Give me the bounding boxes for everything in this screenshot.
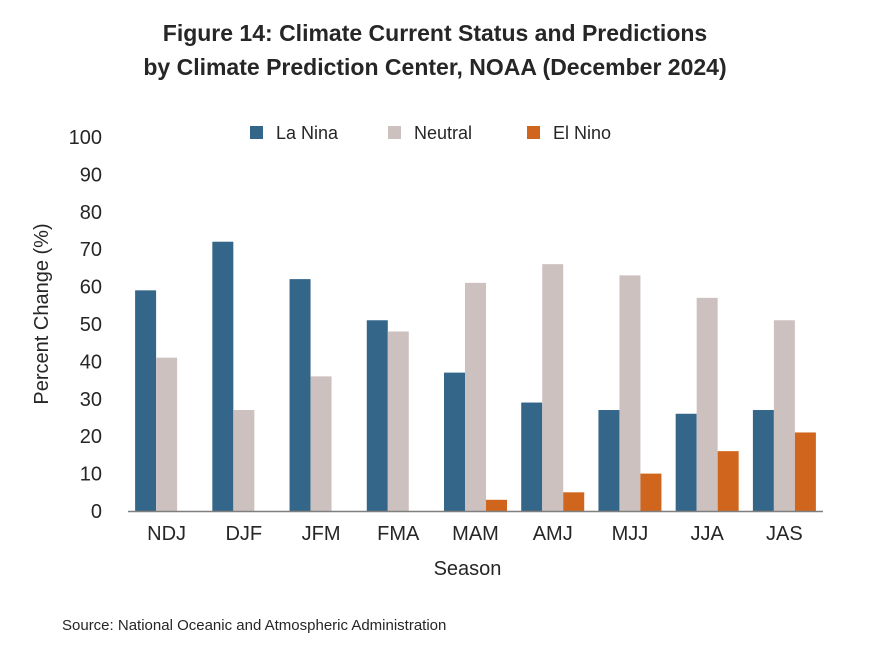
bar-la-nina — [289, 279, 311, 511]
bar-la-nina — [444, 372, 465, 511]
x-tick-label: AMJ — [533, 523, 573, 545]
bar-el-nino — [794, 432, 816, 511]
y-tick-label: 100 — [69, 127, 102, 149]
source-note: Source: National Oceanic and Atmospheric… — [62, 617, 447, 634]
bar-el-nino — [563, 492, 585, 511]
bar-neutral — [619, 275, 641, 511]
bar-la-nina — [752, 410, 774, 511]
bar-el-nino — [486, 499, 507, 511]
legend-label: Neutral — [414, 123, 472, 143]
y-tick-label: 60 — [80, 277, 102, 299]
chart-title-line-1: Figure 14: Climate Current Status and Pr… — [162, 20, 708, 46]
bar-la-nina — [366, 320, 388, 511]
bar-la-nina — [598, 410, 620, 511]
y-tick-label: 90 — [80, 164, 102, 186]
legend-label: La Nina — [276, 123, 339, 143]
legend-swatch — [388, 126, 401, 139]
bar-neutral — [696, 297, 718, 511]
bar-la-nina — [521, 402, 543, 511]
chart-title-line-2: by Climate Prediction Center, NOAA (Dece… — [143, 54, 727, 80]
x-tick-label: JFM — [302, 523, 341, 545]
y-tick-label: 10 — [80, 464, 102, 486]
bar-chart: 0 10 20 30 40 50 60 70 80 90 100 Percent Change (%)… — [31, 123, 823, 580]
y-tick-label: 30 — [80, 389, 102, 411]
x-tick-label: MAM — [452, 523, 499, 545]
bar-neutral — [156, 357, 178, 511]
bar-el-nino — [640, 473, 662, 511]
bar-la-nina — [675, 413, 697, 511]
bar-neutral — [233, 410, 255, 511]
y-tick-label: 20 — [80, 426, 102, 448]
y-tick-label: 0 — [91, 501, 102, 523]
bar-neutral — [773, 320, 795, 511]
x-tick-label: JAS — [766, 523, 803, 545]
x-tick-label: JJA — [690, 523, 724, 545]
legend-swatch — [527, 126, 540, 139]
y-tick-label: 80 — [80, 202, 102, 224]
chart-title: Figure 14: Climate Current Status and Pr… — [0, 16, 870, 84]
y-tick-label: 70 — [80, 239, 102, 261]
x-axis-label: Season — [434, 558, 502, 580]
x-tick-label: FMA — [377, 523, 420, 545]
bar-neutral — [387, 331, 409, 511]
y-axis-label: Percent Change (%) — [31, 223, 53, 404]
y-tick-label: 50 — [80, 314, 102, 336]
bar-el-nino — [717, 451, 739, 511]
bar-neutral — [542, 264, 564, 511]
legend-label: El Nino — [553, 123, 611, 143]
legend-swatch — [250, 126, 263, 139]
bar-la-nina — [135, 290, 157, 511]
bar-neutral — [465, 282, 486, 511]
y-tick-label: 40 — [80, 351, 102, 373]
x-tick-label: NDJ — [147, 523, 186, 545]
x-tick-label: MJJ — [612, 523, 649, 545]
x-tick-label: DJF — [225, 523, 262, 545]
bar-la-nina — [212, 241, 234, 511]
bar-neutral — [310, 376, 332, 511]
